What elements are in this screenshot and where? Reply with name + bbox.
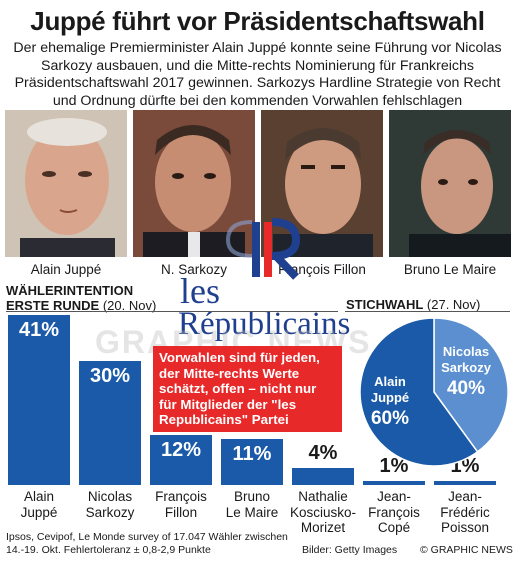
photo-caption: N. Sarkozy: [160, 262, 228, 277]
intro-line: Präsidentschaftswahl 2017 gewinnen. Sark…: [14, 75, 501, 92]
note-line: Vorwahlen sind für jeden,: [159, 350, 320, 365]
bar-category-label: Nathalie Kosciusko- Morizet: [289, 489, 357, 535]
source-note: Ipsos, Cevipof, Le Monde survey of 17.04…: [6, 531, 288, 557]
note-line: schätzt, offen – nicht nur: [159, 381, 317, 396]
photo-caption: Bruno Le Maire: [403, 262, 497, 277]
pie-slice: [359, 317, 479, 467]
note-line: Republicains" Partei: [159, 412, 289, 427]
runoff-label: STICHWAHL (27. Nov): [346, 297, 480, 312]
bar: [79, 361, 141, 485]
first-round-date: (20. Nov): [102, 298, 157, 313]
photo-n-sarkozy: [133, 110, 255, 257]
bar: [292, 468, 354, 485]
logo-text-republicains: Républicains: [178, 306, 351, 342]
intro-line: Der ehemalige Premierminister Alain Jupp…: [13, 40, 502, 56]
divider: [6, 311, 338, 312]
copyright: © GRAPHIC NEWS: [420, 544, 513, 556]
bar: [363, 481, 425, 485]
source-line: Ipsos, Cevipof, Le Monde survey of 17.04…: [6, 531, 288, 543]
headline: Juppé führt vor Präsidentschaftswahl: [30, 6, 485, 36]
bar-category-label: Bruno Le Maire: [225, 489, 279, 520]
bar-category-label: Nicolas Sarkozy: [85, 489, 135, 520]
note-box: Vorwahlen sind für jeden, der Mitte-rech…: [153, 346, 342, 432]
runoff-date: (27. Nov): [426, 297, 481, 312]
bar: [221, 439, 283, 485]
bar-category-label: François Fillon: [155, 489, 207, 520]
bar: [150, 435, 212, 485]
photo-alain-juppe: [5, 110, 127, 257]
bar-value-label: 1%: [379, 455, 409, 477]
first-round-label-bold: ERSTE RUNDE: [6, 298, 100, 313]
bar-value-label: 12%: [160, 439, 202, 461]
first-round-label-line1: WÄHLERINTENTION: [6, 283, 134, 298]
bar-value-label: 30%: [89, 365, 131, 387]
bar-value-label: 41%: [18, 319, 60, 341]
photo-bruno-le-maire: [389, 110, 511, 257]
les-republicains-logo: [225, 218, 301, 280]
runoff-label-bold: STICHWAHL: [346, 297, 424, 312]
bar: [434, 481, 496, 485]
bar-category-label: Jean- François Copé: [368, 489, 420, 535]
intro-line: und Ordnung dürfte bei den kommenden Vor…: [52, 92, 463, 109]
pie-label-sarkozy: Nicolas Sarkozy 40%: [441, 344, 492, 399]
pie-label-juppe: Alain Juppé 60%: [371, 374, 409, 429]
bar: [8, 315, 70, 485]
bar-value-label: 4%: [308, 442, 338, 464]
photo-caption: Alain Juppé: [30, 262, 102, 277]
source-line: 14.-19. Okt. Fehlertoleranz ± 0,8-2,9 Pu…: [6, 544, 211, 556]
divider: [345, 311, 510, 312]
note-line: der Mitte-rechts Werte: [159, 365, 300, 381]
intro-line: Sarkozy ausbauen, und die Mitte-rechts N…: [41, 57, 474, 74]
photo-caption: François Fillon: [278, 262, 366, 277]
note-line: für Mitglieder der "les: [159, 396, 297, 412]
photo-credit: Bilder: Getty Images: [302, 544, 398, 556]
bar-category-label: Jean- Frédéric Poisson: [440, 489, 490, 535]
first-round-label: WÄHLERINTENTION ERSTE RUNDE (20. Nov): [6, 283, 156, 313]
logo-text-les: les: [180, 271, 220, 311]
pie-slice: [433, 317, 509, 453]
runoff-pie-chart: Alain Juppé 60% Nicolas Sarkozy 40%: [359, 317, 509, 467]
intro-text: Der ehemalige Premierminister Alain Jupp…: [6, 40, 509, 110]
bar-category-label: Alain Juppé: [20, 489, 58, 520]
bar-value-label: 11%: [232, 443, 272, 465]
